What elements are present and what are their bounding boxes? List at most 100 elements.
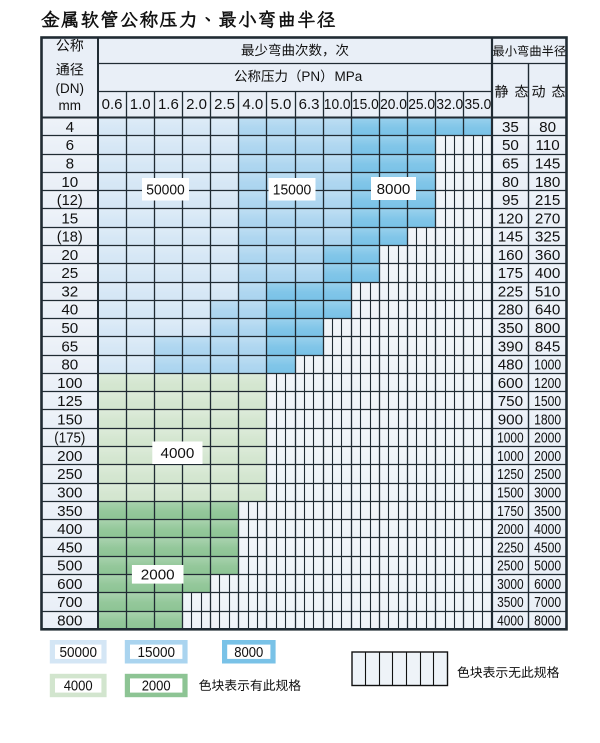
svg-text:2000: 2000	[142, 678, 171, 695]
svg-text:180: 180	[535, 174, 560, 191]
svg-text:215: 215	[535, 192, 560, 209]
svg-text:3500: 3500	[534, 503, 561, 520]
svg-text:1000: 1000	[497, 448, 524, 465]
svg-text:175: 175	[498, 265, 523, 282]
svg-text:1000: 1000	[497, 430, 524, 447]
svg-text:270: 270	[535, 210, 560, 227]
svg-text:2500: 2500	[534, 466, 561, 483]
svg-text:160: 160	[498, 247, 523, 264]
svg-text:2000: 2000	[497, 521, 524, 538]
svg-text:10: 10	[61, 174, 78, 191]
svg-text:125: 125	[57, 393, 82, 410]
svg-text:1.0: 1.0	[130, 96, 151, 113]
svg-text:390: 390	[498, 338, 523, 355]
svg-text:1500: 1500	[534, 393, 561, 410]
svg-text:15000: 15000	[137, 644, 175, 661]
svg-text:1.6: 1.6	[158, 96, 179, 113]
svg-text:4000: 4000	[534, 521, 561, 538]
svg-text:100: 100	[57, 375, 82, 392]
svg-text:50000: 50000	[146, 182, 185, 199]
svg-text:3000: 3000	[534, 485, 561, 502]
svg-text:0.6: 0.6	[102, 96, 123, 113]
svg-text:(18): (18)	[57, 229, 83, 246]
svg-text:4500: 4500	[534, 539, 561, 556]
svg-text:110: 110	[535, 137, 559, 154]
svg-text:7000: 7000	[534, 594, 561, 611]
svg-text:4000: 4000	[497, 613, 524, 630]
svg-text:80: 80	[61, 357, 78, 374]
svg-text:2500: 2500	[497, 558, 524, 575]
svg-text:PN: PN	[301, 69, 320, 84]
svg-text:2250: 2250	[497, 539, 524, 556]
svg-text:8000: 8000	[234, 644, 263, 661]
svg-text:250: 250	[57, 466, 82, 483]
svg-text:MPa: MPa	[335, 69, 363, 84]
svg-text:450: 450	[57, 539, 82, 556]
svg-text:20.0: 20.0	[380, 96, 407, 113]
svg-text:15000: 15000	[273, 182, 312, 199]
svg-text:2000: 2000	[141, 567, 175, 584]
svg-text:6: 6	[66, 137, 74, 154]
svg-text:700: 700	[57, 594, 82, 611]
svg-text:mm: mm	[59, 98, 82, 113]
svg-text:25: 25	[61, 265, 78, 282]
svg-text:4000: 4000	[64, 678, 93, 695]
svg-text:10.0: 10.0	[324, 96, 351, 113]
svg-text:80: 80	[539, 119, 556, 136]
svg-text:25.0: 25.0	[408, 96, 435, 113]
svg-text:845: 845	[535, 338, 560, 355]
svg-text:80: 80	[502, 174, 519, 191]
svg-text:600: 600	[57, 576, 82, 593]
svg-text:4000: 4000	[161, 445, 195, 462]
svg-text:640: 640	[535, 302, 560, 319]
svg-text:20: 20	[61, 247, 78, 264]
svg-text:2.5: 2.5	[214, 96, 235, 113]
svg-text:1500: 1500	[497, 485, 524, 502]
svg-text:6000: 6000	[534, 576, 561, 593]
svg-text:8: 8	[66, 156, 74, 173]
svg-text:900: 900	[498, 411, 523, 428]
svg-text:35.0: 35.0	[465, 96, 492, 113]
svg-text:50000: 50000	[59, 644, 97, 661]
svg-text:1200: 1200	[534, 375, 561, 392]
svg-text:1000: 1000	[534, 357, 561, 374]
svg-text:6.3: 6.3	[299, 96, 320, 113]
svg-text:1750: 1750	[497, 503, 524, 520]
svg-text:325: 325	[535, 229, 560, 246]
svg-text:5.0: 5.0	[270, 96, 291, 113]
svg-text:350: 350	[498, 320, 523, 337]
svg-text:200: 200	[57, 448, 82, 465]
svg-text:(12): (12)	[57, 192, 83, 209]
svg-text:(DN): (DN)	[56, 81, 85, 96]
svg-text:500: 500	[57, 558, 82, 575]
svg-text:15.0: 15.0	[352, 96, 379, 113]
svg-text:1250: 1250	[497, 466, 524, 483]
svg-text:4: 4	[66, 119, 74, 136]
svg-text:15: 15	[61, 210, 78, 227]
svg-text:510: 510	[535, 283, 560, 300]
svg-text:350: 350	[57, 503, 82, 520]
svg-text:120: 120	[498, 210, 523, 227]
svg-text:3500: 3500	[497, 594, 524, 611]
svg-text:145: 145	[535, 156, 560, 173]
svg-text:400: 400	[535, 265, 560, 282]
svg-text:4.0: 4.0	[242, 96, 263, 113]
svg-text:2000: 2000	[534, 448, 561, 465]
svg-text:65: 65	[502, 156, 519, 173]
svg-text:32.0: 32.0	[436, 96, 463, 113]
svg-text:150: 150	[57, 411, 82, 428]
svg-text:50: 50	[61, 320, 78, 337]
svg-text:3000: 3000	[497, 576, 524, 593]
svg-text:2000: 2000	[534, 430, 561, 447]
svg-text:480: 480	[498, 357, 523, 374]
svg-text:750: 750	[498, 393, 523, 410]
svg-text:800: 800	[57, 613, 82, 630]
svg-text:(175): (175)	[54, 430, 85, 447]
svg-text:225: 225	[498, 283, 523, 300]
svg-text:32: 32	[61, 283, 78, 300]
svg-text:8000: 8000	[377, 181, 411, 198]
svg-text:1800: 1800	[534, 411, 561, 428]
svg-text:600: 600	[498, 375, 523, 392]
svg-text:5000: 5000	[534, 558, 561, 575]
svg-text:95: 95	[502, 192, 519, 209]
